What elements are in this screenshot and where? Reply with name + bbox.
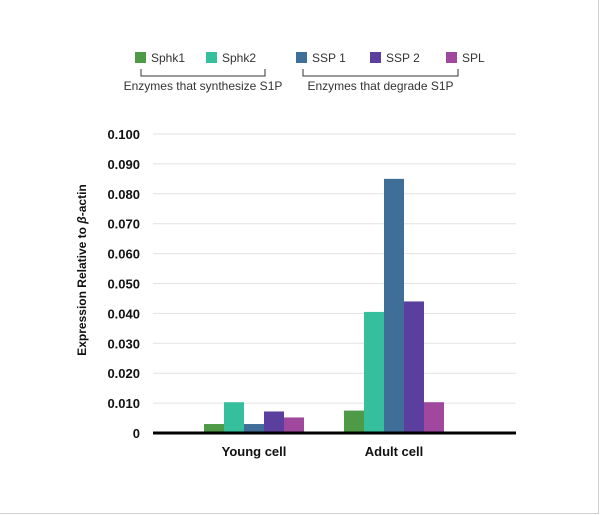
legend-groups: Enzymes that synthesize S1P Enzymes that … <box>124 69 459 93</box>
y-tick-label: 0.040 <box>107 306 140 321</box>
legend-label: Sphk2 <box>222 51 256 65</box>
legend-label: Sphk1 <box>151 51 185 65</box>
bar-sphk2-young-cell <box>224 402 244 433</box>
y-tick-label: 0.080 <box>107 187 140 202</box>
y-axis-label-symbol: β <box>75 216 89 225</box>
legend-swatch <box>206 52 217 63</box>
y-tick-label: 0.050 <box>107 277 140 292</box>
legend-group-bracket <box>302 69 459 77</box>
bar-sphk2-adult-cell <box>364 311 384 433</box>
legend-swatch <box>135 52 146 63</box>
legend-swatch <box>370 52 381 63</box>
x-category-label: Young cell <box>222 444 287 459</box>
y-tick-label: 0.070 <box>107 217 140 232</box>
bar-ssp2-young-cell <box>264 411 284 433</box>
y-tick-label: 0.100 <box>107 127 140 142</box>
y-tick-label: 0.030 <box>107 336 140 351</box>
bar-sphk1-young-cell <box>204 424 224 433</box>
legend-group-label: Enzymes that synthesize S1P <box>124 79 283 93</box>
y-axis-label-suffix: -actin <box>75 184 89 216</box>
bar-ssp2-adult-cell <box>404 301 424 433</box>
bar-ssp1-adult-cell <box>384 178 404 433</box>
legend: Sphk1 Sphk2 SSP 1 SSP 2 SPL <box>135 51 485 65</box>
x-category-label: Adult cell <box>365 444 424 459</box>
legend-group-label: Enzymes that degrade S1P <box>307 79 453 93</box>
legend-group-bracket <box>140 69 266 77</box>
bar-ssp1-young-cell <box>244 424 264 433</box>
y-tick-label: 0.020 <box>107 366 140 381</box>
legend-swatch <box>446 52 457 63</box>
y-axis-label-prefix: Expression Relative to <box>75 224 89 356</box>
legend-swatch <box>296 52 307 63</box>
bar-spl-young-cell <box>284 417 304 433</box>
y-tick-label: 0.090 <box>107 157 140 172</box>
bars <box>204 178 444 433</box>
legend-label: SSP 1 <box>312 51 346 65</box>
y-tick-label: 0.010 <box>107 396 140 411</box>
y-axis-label: Expression Relative to β-actin <box>75 184 89 356</box>
y-axis-ticks: 0 0.010 0.020 0.030 0.040 0.050 0.060 0.070 0.08… <box>107 127 140 441</box>
legend-label: SSP 2 <box>386 51 420 65</box>
y-tick-label: 0.060 <box>107 247 140 262</box>
legend-label: SPL <box>462 51 485 65</box>
x-axis-categories: Young cell Adult cell <box>222 444 424 459</box>
gridlines <box>153 133 516 404</box>
bar-sphk1-adult-cell <box>344 410 364 433</box>
bar-spl-adult-cell <box>424 402 444 433</box>
y-tick-label: 0 <box>133 426 140 441</box>
